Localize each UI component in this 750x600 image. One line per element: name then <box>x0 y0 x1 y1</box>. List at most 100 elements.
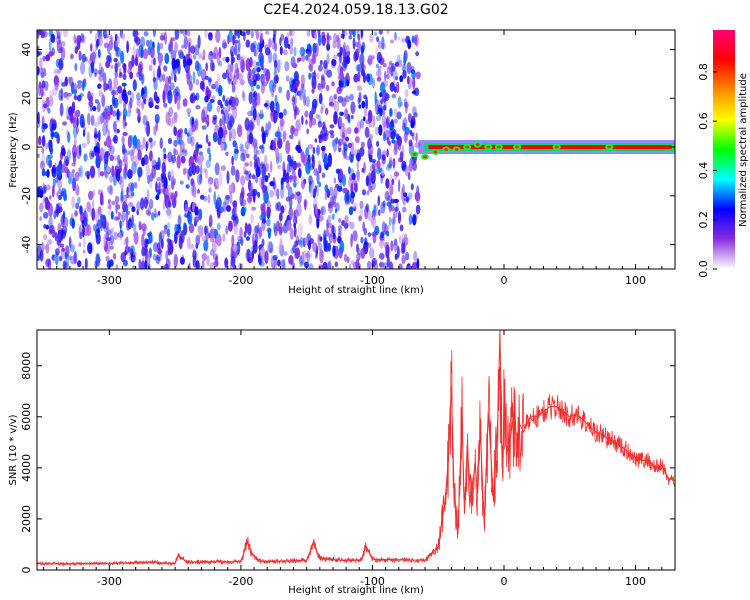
noise-cell <box>111 89 117 96</box>
noise-cell <box>97 206 102 216</box>
noise-cell <box>256 92 261 106</box>
noise-cell <box>319 236 323 242</box>
noise-cell <box>321 133 327 142</box>
noise-cell <box>253 162 259 172</box>
noise-cell <box>325 84 330 92</box>
noise-cell <box>155 181 158 193</box>
signal-band-core <box>428 145 675 150</box>
noise-cell <box>94 122 99 127</box>
noise-cell <box>224 99 229 107</box>
noise-cell <box>98 90 103 97</box>
noise-cell <box>388 159 393 169</box>
noise-cell <box>59 102 64 117</box>
noise-cell <box>88 100 94 108</box>
noise-cell <box>71 196 76 209</box>
noise-cell <box>376 69 382 78</box>
noise-cell <box>108 209 112 216</box>
noise-cell <box>39 51 42 56</box>
noise-cell <box>343 218 348 232</box>
noise-cell <box>266 246 270 254</box>
noise-cell <box>282 49 288 56</box>
spectrogram-ytick-label: 0 <box>20 144 33 151</box>
noise-cell <box>356 148 360 161</box>
noise-cell <box>312 242 317 253</box>
noise-cell <box>413 112 418 118</box>
noise-cell <box>274 42 278 52</box>
noise-cell <box>68 175 72 185</box>
noise-cell <box>361 189 367 196</box>
noise-cell <box>194 205 198 216</box>
noise-cell <box>39 202 44 213</box>
noise-cell <box>110 210 114 220</box>
noise-cell <box>316 147 319 154</box>
noise-cell <box>393 245 398 251</box>
noise-cell <box>191 181 196 188</box>
noise-cell <box>169 82 175 91</box>
noise-cell <box>278 86 283 94</box>
noise-cell <box>97 83 102 89</box>
spectrogram-xtick-label: 0 <box>500 274 507 287</box>
noise-cell <box>167 138 173 145</box>
noise-cell <box>386 73 390 80</box>
noise-cell <box>290 59 296 67</box>
noise-cell <box>237 39 241 52</box>
noise-cell <box>357 40 361 54</box>
noise-cell <box>229 191 233 204</box>
noise-cell <box>68 255 72 261</box>
noise-cell <box>333 111 338 125</box>
noise-cell <box>190 92 196 104</box>
noise-cell <box>231 56 236 63</box>
noise-cell <box>402 69 407 79</box>
noise-cell <box>246 223 252 236</box>
noise-cell <box>356 169 360 181</box>
noise-cell <box>248 170 251 178</box>
noise-cell <box>384 92 390 102</box>
noise-cell <box>283 251 288 256</box>
signal-point-core <box>486 145 491 149</box>
noise-cell <box>254 233 259 245</box>
noise-cell <box>193 154 196 160</box>
noise-cell <box>391 93 397 99</box>
noise-cell <box>258 63 265 70</box>
noise-cell <box>341 150 345 156</box>
noise-cell <box>358 215 362 222</box>
noise-cell <box>187 134 192 145</box>
noise-cell <box>389 61 393 65</box>
noise-cell <box>294 104 298 116</box>
noise-cell <box>54 77 59 91</box>
noise-cell <box>188 223 195 234</box>
noise-cell <box>112 110 117 117</box>
noise-cell <box>333 32 337 43</box>
noise-cell <box>254 159 258 169</box>
noise-cell <box>320 107 324 114</box>
noise-cell <box>347 117 351 124</box>
noise-cell <box>229 115 235 128</box>
noise-cell <box>381 221 386 233</box>
noise-cell <box>371 77 376 89</box>
noise-cell <box>158 73 163 83</box>
noise-cell <box>103 233 106 247</box>
snr-plot-area <box>37 330 675 567</box>
noise-cell <box>112 253 117 260</box>
spectrogram-ylabel: Frequency (Hz) <box>8 112 19 188</box>
noise-cell <box>133 182 137 188</box>
noise-cell <box>270 160 273 173</box>
snr-xtick-label: -300 <box>97 575 122 588</box>
noise-cell <box>308 214 313 226</box>
noise-cell <box>408 214 413 225</box>
noise-cell <box>329 130 334 135</box>
noise-cell <box>315 113 320 119</box>
noise-cell <box>244 117 250 131</box>
noise-cell <box>368 185 371 192</box>
noise-cell <box>252 107 257 121</box>
noise-cell <box>323 233 327 238</box>
noise-cell <box>289 134 294 140</box>
noise-cell <box>78 225 82 240</box>
noise-cell <box>100 214 105 221</box>
noise-cell <box>239 227 243 238</box>
noise-cell <box>342 122 345 128</box>
noise-cell <box>182 150 188 157</box>
noise-cell <box>158 181 161 195</box>
noise-cell <box>405 251 410 261</box>
noise-cell <box>359 206 364 219</box>
